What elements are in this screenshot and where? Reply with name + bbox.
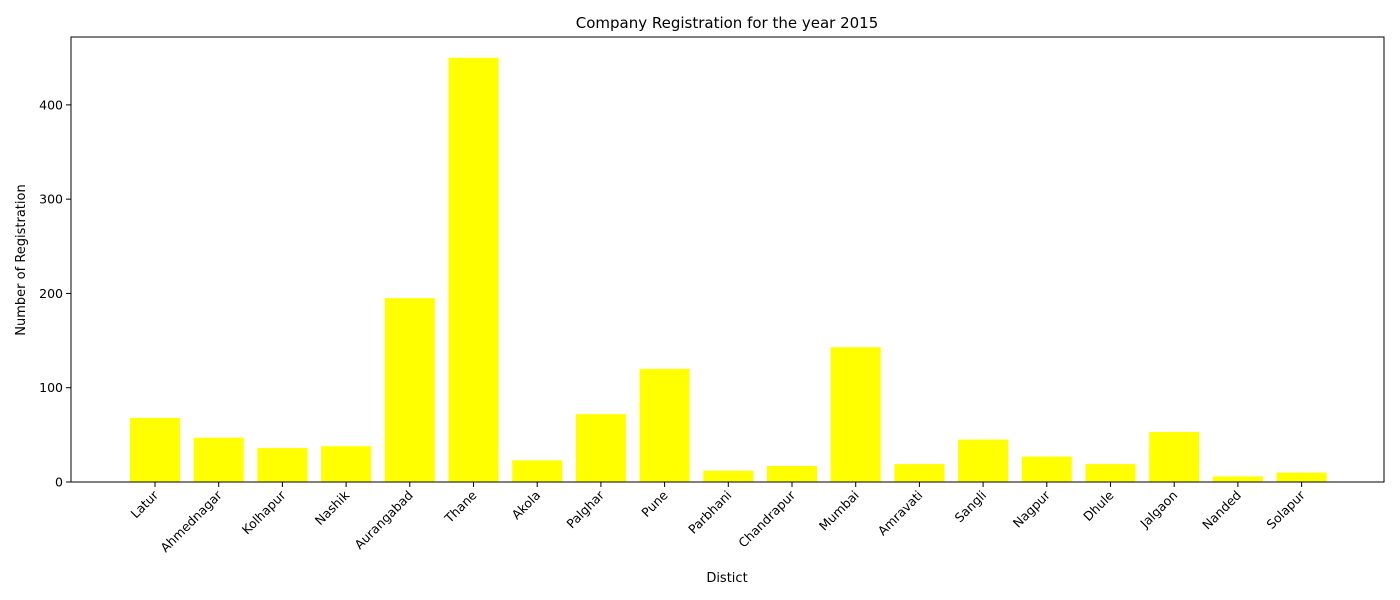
x-tick-label: Solapur: [1263, 487, 1308, 532]
x-tick-label: Ahmednagar: [157, 487, 225, 555]
bar-ahmednagar: [193, 437, 244, 482]
bar-akola: [512, 460, 563, 482]
x-tick-label: Palghar: [563, 487, 607, 531]
bar-kolhapur: [257, 448, 308, 482]
x-tick-label: Mumbai: [816, 488, 862, 534]
bar-amravati: [894, 464, 945, 482]
x-tick-label: Sangli: [951, 488, 989, 526]
bar-nagpur: [1021, 456, 1072, 482]
bar-latur: [130, 417, 180, 482]
plot-frame: [70, 36, 1385, 483]
bar-nashik: [321, 446, 372, 482]
bar-palghar: [575, 414, 626, 482]
x-tick-label: Akola: [509, 488, 544, 523]
x-tick-label: Dhule: [1080, 487, 1117, 524]
x-tick-label: Jalgaon: [1136, 488, 1180, 532]
x-tick-label: Amravati: [875, 488, 926, 539]
bar-aurangabad: [384, 298, 435, 482]
x-tick-label: Parbhani: [685, 488, 734, 537]
bar-thane: [448, 57, 499, 483]
x-tick-label: Aurangabad: [351, 488, 416, 553]
bar-sangli: [958, 439, 1009, 482]
y-tick-label: 0: [55, 475, 63, 490]
y-tick-label: 200: [39, 286, 63, 301]
y-tick-label: 300: [39, 192, 63, 207]
x-axis-label: Distict: [706, 571, 747, 586]
bar-pune: [639, 368, 690, 482]
x-tick-label: Chandrapur: [735, 487, 799, 551]
y-tick-label: 100: [39, 380, 63, 395]
x-tick-label: Nashik: [312, 487, 353, 528]
y-axis-label: Number of Registration: [14, 184, 29, 335]
bar-mumbai: [830, 347, 881, 482]
x-tick-label: Nanded: [1199, 488, 1244, 533]
bar-solapur: [1276, 472, 1327, 482]
x-tick-label: Kolhapur: [239, 487, 289, 537]
bar-dhule: [1085, 464, 1136, 482]
bar-parbhani: [703, 470, 754, 482]
x-tick-label: Pune: [638, 487, 671, 520]
y-axis: 0 100 200 300 400: [39, 97, 71, 490]
bar-chandrapur: [767, 465, 817, 482]
x-tick-label: Nagpur: [1010, 487, 1054, 531]
bars-group: [130, 57, 1327, 483]
y-tick-label: 400: [39, 97, 63, 112]
bar-nanded: [1212, 476, 1263, 482]
x-tick-label: Latur: [127, 487, 161, 521]
bar-jalgaon: [1149, 432, 1200, 482]
chart-title: Company Registration for the year 2015: [576, 14, 879, 32]
x-tick-label: Thane: [441, 487, 480, 526]
